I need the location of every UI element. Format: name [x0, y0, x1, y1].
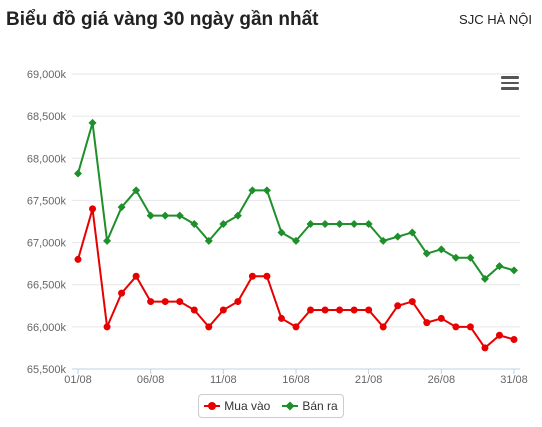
data-point-mua-vao[interactable]	[510, 336, 518, 343]
data-point-ban-ra[interactable]	[117, 203, 126, 212]
data-point-mua-vao[interactable]	[307, 306, 315, 314]
hamburger-menu-icon[interactable]	[501, 76, 519, 90]
data-point-mua-vao[interactable]	[89, 205, 97, 213]
legend-item-ban-ra[interactable]: Bán ra	[282, 399, 338, 413]
data-point-ban-ra[interactable]	[292, 236, 300, 245]
y-tick-label: 69,000k	[27, 69, 67, 81]
data-point-ban-ra[interactable]	[103, 236, 112, 245]
data-point-ban-ra[interactable]	[321, 220, 330, 229]
legend-swatch-mua-vao	[204, 401, 221, 411]
data-point-ban-ra[interactable]	[204, 236, 213, 245]
data-point-ban-ra[interactable]	[146, 211, 155, 220]
x-tick-label: 21/08	[355, 374, 383, 386]
data-point-mua-vao[interactable]	[161, 298, 169, 306]
data-point-ban-ra[interactable]	[422, 249, 431, 258]
data-point-mua-vao[interactable]	[205, 323, 213, 331]
data-point-ban-ra[interactable]	[74, 169, 82, 178]
x-tick-label: 01/08	[64, 374, 92, 386]
y-tick-label: 65,500k	[27, 364, 67, 376]
data-point-ban-ra[interactable]	[510, 266, 518, 275]
data-point-ban-ra[interactable]	[233, 211, 242, 220]
price-line-chart: 65,500k 66,000k 66,500k 67,000k 67,500k 68,00…	[27, 69, 528, 386]
x-tick-label: 11/08	[210, 374, 237, 386]
data-point-ban-ra[interactable]	[262, 186, 271, 195]
y-tick-label: 66,500k	[27, 280, 67, 292]
data-point-mua-vao[interactable]	[234, 298, 242, 306]
y-tick-label: 67,000k	[27, 238, 67, 250]
data-point-ban-ra[interactable]	[408, 228, 417, 237]
data-point-mua-vao[interactable]	[190, 306, 198, 314]
data-point-mua-vao[interactable]	[248, 272, 256, 280]
data-point-mua-vao[interactable]	[437, 314, 445, 322]
legend-item-mua-vao[interactable]: Mua vào	[204, 399, 270, 413]
data-point-ban-ra[interactable]	[248, 186, 257, 195]
y-tick-label: 67,500k	[27, 195, 67, 207]
data-point-ban-ra[interactable]	[219, 220, 228, 229]
x-tick-label: 06/08	[137, 374, 165, 386]
region-label: SJC HÀ NỘI	[459, 12, 532, 27]
data-point-mua-vao[interactable]	[466, 323, 474, 331]
data-point-mua-vao[interactable]	[336, 306, 344, 314]
data-point-mua-vao[interactable]	[118, 289, 126, 297]
data-point-mua-vao[interactable]	[452, 323, 460, 331]
data-point-mua-vao[interactable]	[394, 302, 402, 310]
data-point-ban-ra[interactable]	[350, 220, 359, 229]
x-tick-label: 16/08	[282, 374, 310, 386]
data-point-mua-vao[interactable]	[321, 306, 329, 314]
data-point-ban-ra[interactable]	[393, 232, 402, 241]
data-point-mua-vao[interactable]	[365, 306, 373, 314]
legend-swatch-ban-ra	[282, 401, 299, 411]
data-point-ban-ra[interactable]	[466, 253, 475, 262]
x-tick-label: 26/08	[428, 374, 456, 386]
data-point-ban-ra[interactable]	[437, 245, 446, 254]
y-tick-label: 68,000k	[27, 153, 67, 165]
data-point-mua-vao[interactable]	[292, 323, 300, 331]
legend-label-ban-ra: Bán ra	[302, 399, 338, 413]
data-point-mua-vao[interactable]	[219, 306, 227, 314]
y-tick-label: 66,000k	[27, 322, 67, 334]
data-point-mua-vao[interactable]	[132, 272, 140, 280]
data-point-ban-ra[interactable]	[480, 274, 489, 283]
x-axis: 01/08 06/08 11/08 16/08 21/08 26/08 31/08	[64, 369, 528, 386]
grid-lines	[72, 73, 520, 370]
data-point-ban-ra[interactable]	[132, 186, 141, 195]
data-point-mua-vao[interactable]	[481, 344, 489, 352]
data-point-ban-ra[interactable]	[175, 211, 184, 220]
data-point-ban-ra[interactable]	[495, 262, 504, 271]
data-point-ban-ra[interactable]	[277, 228, 286, 237]
data-point-mua-vao[interactable]	[379, 323, 387, 331]
data-point-ban-ra[interactable]	[364, 220, 373, 229]
x-tick-label: 31/08	[500, 374, 528, 386]
data-point-mua-vao[interactable]	[103, 323, 111, 331]
data-point-ban-ra[interactable]	[379, 236, 388, 245]
data-point-mua-vao[interactable]	[176, 298, 184, 306]
data-point-mua-vao[interactable]	[423, 319, 431, 327]
y-tick-label: 68,500k	[27, 111, 67, 123]
data-point-ban-ra[interactable]	[161, 211, 170, 220]
data-point-mua-vao[interactable]	[408, 298, 416, 306]
data-point-ban-ra[interactable]	[190, 220, 199, 229]
data-point-ban-ra[interactable]	[306, 220, 315, 229]
data-point-mua-vao[interactable]	[74, 255, 82, 263]
data-point-ban-ra[interactable]	[335, 220, 344, 229]
y-axis: 65,500k 66,000k 66,500k 67,000k 67,500k 68,00…	[27, 69, 67, 376]
data-point-ban-ra[interactable]	[451, 253, 460, 262]
data-point-mua-vao[interactable]	[263, 272, 271, 280]
series-group	[74, 118, 518, 352]
chart-legend: Mua vào Bán ra	[198, 394, 344, 418]
data-point-mua-vao[interactable]	[147, 298, 155, 306]
legend-label-mua-vao: Mua vào	[224, 399, 271, 413]
data-point-mua-vao[interactable]	[277, 314, 285, 322]
data-point-mua-vao[interactable]	[350, 306, 358, 314]
data-point-mua-vao[interactable]	[495, 331, 503, 339]
data-point-ban-ra[interactable]	[88, 118, 97, 127]
chart-title: Biểu đồ giá vàng 30 ngày gần nhất	[6, 9, 319, 30]
